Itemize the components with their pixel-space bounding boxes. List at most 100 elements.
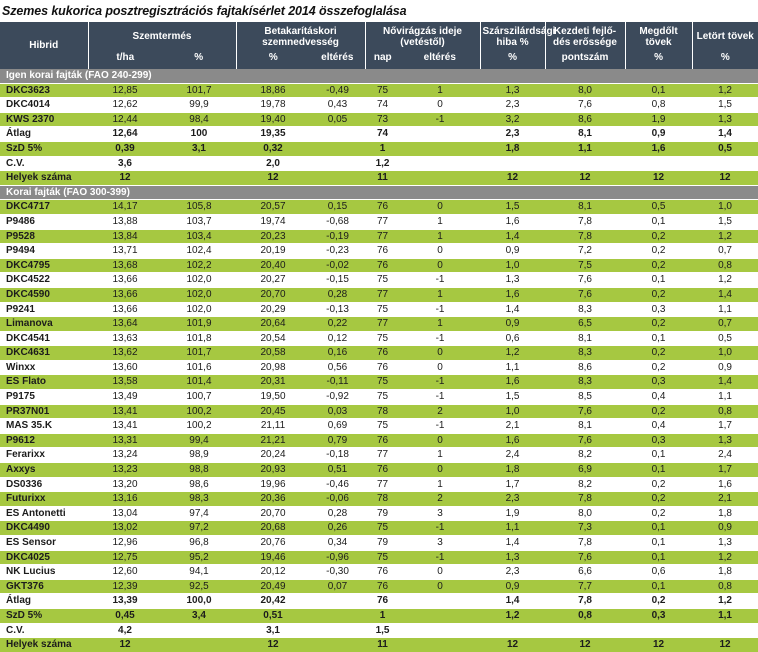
- value-cell: 14,17: [88, 199, 162, 215]
- value-cell: 1,7: [692, 462, 758, 478]
- value-cell: 98,9: [162, 447, 237, 464]
- value-cell: 7,8: [545, 214, 626, 230]
- value-cell: 20,54: [236, 331, 311, 347]
- value-cell: -1: [400, 550, 481, 566]
- table-row: DKC4590 13,66 102,0 20,70 0,28 77 1 1,6 7,6 0,2 1,…: [0, 287, 758, 303]
- value-cell: 102,0: [162, 287, 237, 303]
- group-header-kezdeti-fejlodes: Kezdeti fejlő-dés erőssége: [544, 22, 626, 51]
- hybrid-name-cell: DKC4631: [0, 345, 88, 361]
- value-cell: -0,06: [310, 491, 366, 507]
- value-cell: 2,3: [480, 564, 546, 580]
- value-cell: -0,92: [310, 389, 366, 405]
- value-cell: 7,6: [545, 287, 626, 303]
- value-cell: 1,3: [692, 433, 758, 449]
- value-cell: -0,11: [310, 374, 366, 391]
- value-cell: 12: [625, 170, 693, 186]
- value-cell: 0,1: [625, 331, 693, 347]
- value-cell: 8,0: [545, 83, 626, 99]
- value-cell: 21,11: [236, 418, 311, 434]
- value-cell: 1,2: [692, 550, 758, 566]
- value-cell: 0,9: [480, 243, 546, 259]
- value-cell: 8,1: [545, 331, 626, 347]
- value-cell: 0: [400, 97, 481, 113]
- value-cell: [400, 593, 481, 609]
- value-cell: 12: [88, 170, 162, 186]
- value-cell: 12: [236, 637, 311, 652]
- value-cell: [162, 637, 237, 652]
- value-cell: 13,31: [88, 433, 162, 449]
- value-cell: 13,66: [88, 287, 162, 303]
- value-cell: 7,8: [545, 535, 626, 551]
- value-cell: 2,1: [692, 491, 758, 507]
- value-cell: 0: [400, 579, 481, 595]
- value-cell: 7,7: [545, 579, 626, 595]
- value-cell: 77: [365, 316, 401, 332]
- value-cell: 1,5: [365, 623, 401, 639]
- table-row: DS0336 13,20 98,6 19,96 -0,46 77 1 1,7 8,2 0,2 1,6: [0, 477, 758, 493]
- value-cell: 99,4: [162, 433, 237, 449]
- value-cell: 97,4: [162, 506, 237, 522]
- value-cell: 75: [365, 302, 401, 318]
- value-cell: 8,5: [545, 389, 626, 405]
- value-cell: 74: [365, 126, 401, 142]
- value-cell: 13,24: [88, 447, 162, 464]
- value-cell: 0,8: [545, 608, 626, 624]
- value-cell: [480, 623, 546, 639]
- group-header-szarszilardsagi: Szárszilárdsági hiba %: [479, 22, 555, 51]
- value-cell: 1,8: [480, 141, 546, 157]
- hybrid-name-cell: P9241: [0, 302, 88, 318]
- value-cell: -1: [400, 331, 481, 347]
- value-cell: 1,0: [480, 258, 546, 274]
- table-row: DKC4717 14,17 105,8 20,57 0,15 76 0 1,5 8,1 0,5 1,…: [0, 199, 758, 215]
- value-cell: [162, 156, 237, 172]
- group-header-szemnedvesseg: Betakarításkori szemnedvesség: [235, 22, 366, 51]
- value-cell: [545, 623, 626, 639]
- value-cell: 77: [365, 229, 401, 245]
- value-cell: 3: [400, 506, 481, 522]
- value-cell: 12: [236, 170, 311, 186]
- table-row: P9486 13,88 103,7 19,74 -0,68 77 1 1,6 7,8 0,1 1,5: [0, 214, 758, 230]
- sub-header-pontszam: pontszám: [544, 51, 626, 69]
- value-cell: 8,1: [545, 126, 626, 142]
- page-title: Szemes kukorica posztregisztrációs fajta…: [2, 4, 407, 18]
- value-cell: 1,2: [692, 83, 758, 99]
- value-cell: 0,8: [692, 579, 758, 595]
- hybrid-name-cell: C.V.: [0, 156, 88, 172]
- value-cell: 12: [692, 637, 758, 652]
- value-cell: 101,7: [162, 83, 237, 99]
- table-body: Igen korai fajták (FAO 240-299) DKC3623 12…: [0, 69, 758, 652]
- value-cell: 21,21: [236, 433, 311, 449]
- value-cell: 1,5: [480, 199, 546, 215]
- value-cell: -0,96: [310, 550, 366, 566]
- value-cell: 20,57: [236, 199, 311, 215]
- value-cell: 1,1: [545, 141, 626, 157]
- value-cell: 20,36: [236, 491, 311, 507]
- hybrid-name-cell: DKC4490: [0, 520, 88, 536]
- value-cell: 7,6: [545, 97, 626, 113]
- hybrid-name-cell: Átlag: [0, 126, 88, 142]
- value-cell: 76: [365, 593, 401, 609]
- value-cell: [692, 623, 758, 639]
- value-cell: -0,46: [310, 477, 366, 493]
- value-cell: 1,1: [692, 389, 758, 405]
- value-cell: [400, 608, 481, 624]
- table-row: P9612 13,31 99,4 21,21 0,79 76 0 1,6 7,6 0,3 1,3: [0, 433, 758, 449]
- value-cell: 1,8: [692, 564, 758, 580]
- value-cell: 8,3: [545, 302, 626, 318]
- table-row: DKC4025 12,75 95,2 19,46 -0,96 75 -1 1,3 7,6 0,1 1…: [0, 550, 758, 566]
- value-cell: 12: [88, 637, 162, 652]
- value-cell: 1,5: [692, 214, 758, 230]
- value-cell: 75: [365, 331, 401, 347]
- group-header-szemtermes: Szemtermés: [87, 22, 237, 51]
- value-cell: 12,75: [88, 550, 162, 566]
- section-header-label: Korai fajták (FAO 300-399): [0, 185, 758, 201]
- hybrid-name-cell: Ferarixx: [0, 447, 88, 464]
- value-cell: 99,9: [162, 97, 237, 113]
- value-cell: 6,9: [545, 462, 626, 478]
- value-cell: 0,32: [236, 141, 311, 157]
- col-header-hibrid: Hibrid: [0, 22, 88, 69]
- value-cell: 0,9: [692, 360, 758, 376]
- value-cell: 101,8: [162, 331, 237, 347]
- hybrid-name-cell: P9494: [0, 243, 88, 259]
- value-cell: 13,49: [88, 389, 162, 405]
